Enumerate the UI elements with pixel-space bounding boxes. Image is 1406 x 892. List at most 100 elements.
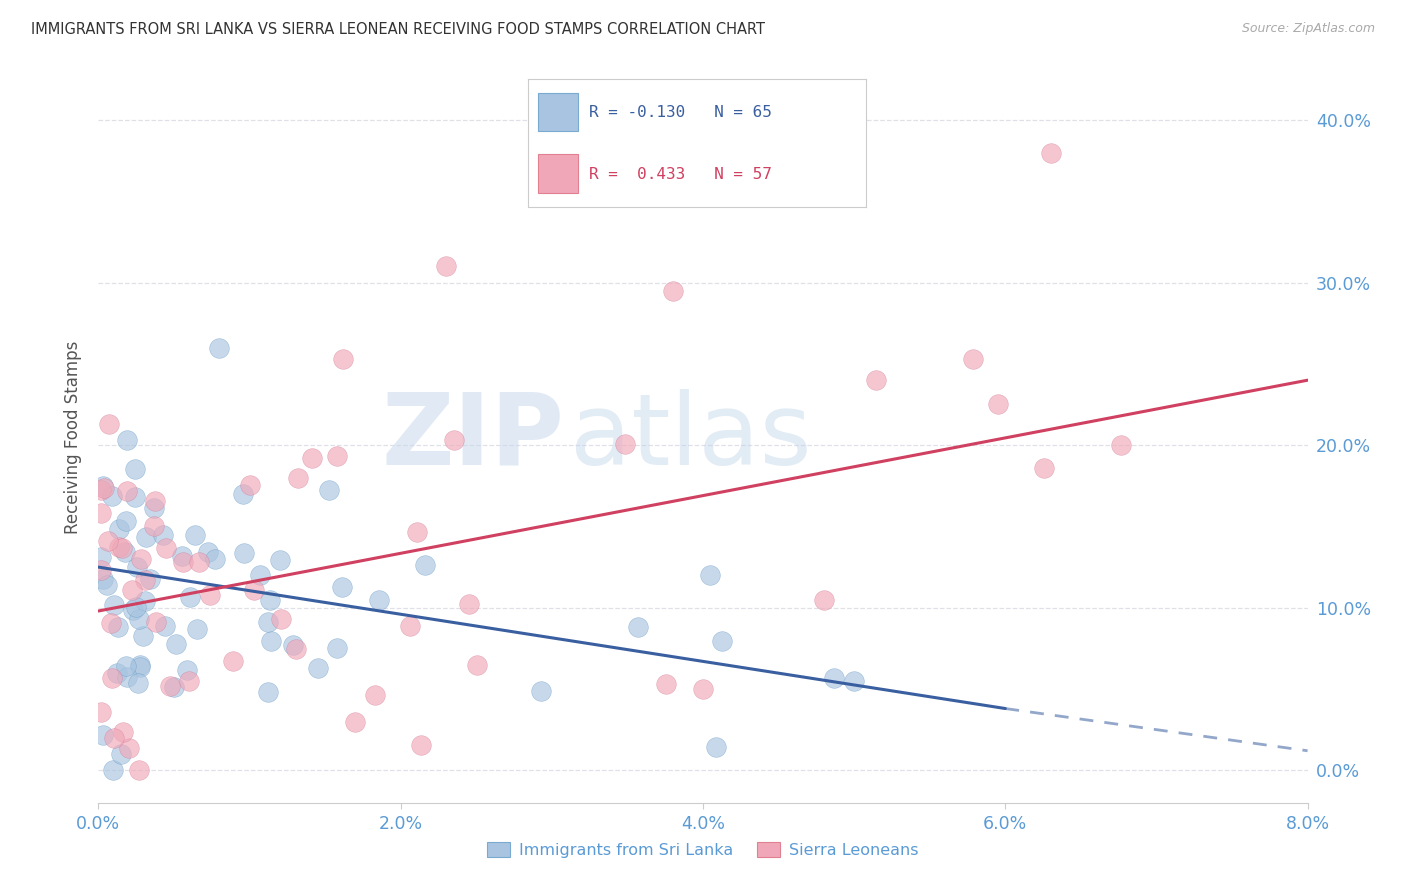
Point: [97, 533, 120, 548]
Point: [139, 572, 162, 586]
Point: [100, 671, 122, 685]
Point: [105, 666, 128, 681]
Point: [614, 436, 637, 450]
Point: [132, 630, 155, 644]
Point: [249, 568, 271, 582]
Point: [98, 417, 121, 432]
Point: [90, 507, 112, 521]
Point: [332, 352, 354, 367]
Point: [134, 594, 156, 608]
Point: [186, 622, 208, 636]
Point: [270, 612, 292, 626]
Point: [111, 725, 134, 739]
Point: [93, 481, 115, 495]
Point: [221, 654, 243, 668]
Point: [287, 470, 309, 484]
Point: [135, 530, 157, 544]
Point: [259, 593, 281, 607]
Point: [627, 620, 650, 634]
Point: [344, 715, 367, 730]
Point: [284, 642, 307, 657]
Point: [530, 684, 553, 698]
Point: [269, 553, 291, 567]
Point: [411, 739, 433, 753]
Point: [152, 528, 174, 542]
Point: [101, 489, 124, 503]
Point: [176, 664, 198, 678]
Point: [197, 544, 219, 558]
Point: [115, 484, 138, 499]
Point: [865, 373, 887, 387]
Point: [326, 449, 349, 463]
Point: [962, 352, 984, 367]
Point: [177, 673, 200, 688]
Point: [129, 552, 152, 566]
Point: [121, 582, 143, 597]
Point: [122, 603, 145, 617]
Point: [114, 545, 136, 559]
Point: [127, 676, 149, 690]
Legend: Immigrants from Sri Lanka, Sierra Leoneans: Immigrants from Sri Lanka, Sierra Leonea…: [481, 836, 925, 864]
Point: [125, 559, 148, 574]
Point: [101, 764, 124, 778]
Point: [368, 593, 391, 607]
Point: [188, 555, 211, 569]
Point: [364, 688, 387, 702]
Point: [184, 528, 207, 542]
Point: [91, 479, 114, 493]
Point: [90, 563, 112, 577]
Point: [96, 578, 118, 592]
Point: [987, 397, 1010, 411]
Point: [232, 486, 254, 500]
Point: [844, 673, 866, 688]
Point: [111, 541, 134, 556]
Point: [90, 550, 112, 565]
Point: [165, 637, 187, 651]
Point: [100, 615, 122, 630]
Point: [661, 284, 683, 298]
Point: [108, 522, 131, 536]
Point: [232, 546, 254, 560]
Point: [711, 633, 734, 648]
Point: [301, 450, 323, 465]
Point: [318, 483, 340, 498]
Point: [257, 615, 280, 629]
Point: [128, 764, 150, 778]
Point: [115, 433, 138, 447]
Point: [134, 573, 156, 587]
Point: [260, 633, 283, 648]
Point: [413, 558, 436, 572]
Point: [406, 524, 429, 539]
Point: [706, 739, 728, 754]
Point: [239, 478, 262, 492]
Text: IMMIGRANTS FROM SRI LANKA VS SIERRA LEONEAN RECEIVING FOOD STAMPS CORRELATION CH: IMMIGRANTS FROM SRI LANKA VS SIERRA LEON…: [31, 22, 765, 37]
Point: [90, 483, 112, 497]
Point: [91, 727, 114, 741]
Point: [159, 679, 181, 693]
Point: [208, 341, 231, 355]
Point: [330, 580, 353, 594]
Point: [465, 658, 488, 673]
Point: [115, 659, 138, 673]
Point: [118, 740, 141, 755]
Point: [172, 555, 194, 569]
Point: [434, 260, 457, 274]
Point: [655, 677, 678, 691]
Point: [155, 619, 177, 633]
Point: [256, 684, 278, 698]
Point: [143, 494, 166, 508]
Point: [90, 705, 112, 719]
Point: [143, 518, 166, 533]
Point: [124, 462, 146, 476]
Point: [103, 598, 125, 612]
Point: [307, 660, 329, 674]
Y-axis label: Receiving Food Stamps: Receiving Food Stamps: [65, 341, 83, 533]
Point: [163, 681, 186, 695]
Point: [145, 615, 167, 629]
Point: [699, 567, 721, 582]
Point: [179, 591, 201, 605]
Point: [124, 490, 146, 504]
Point: [198, 588, 221, 602]
Point: [115, 515, 138, 529]
Point: [1039, 145, 1062, 160]
